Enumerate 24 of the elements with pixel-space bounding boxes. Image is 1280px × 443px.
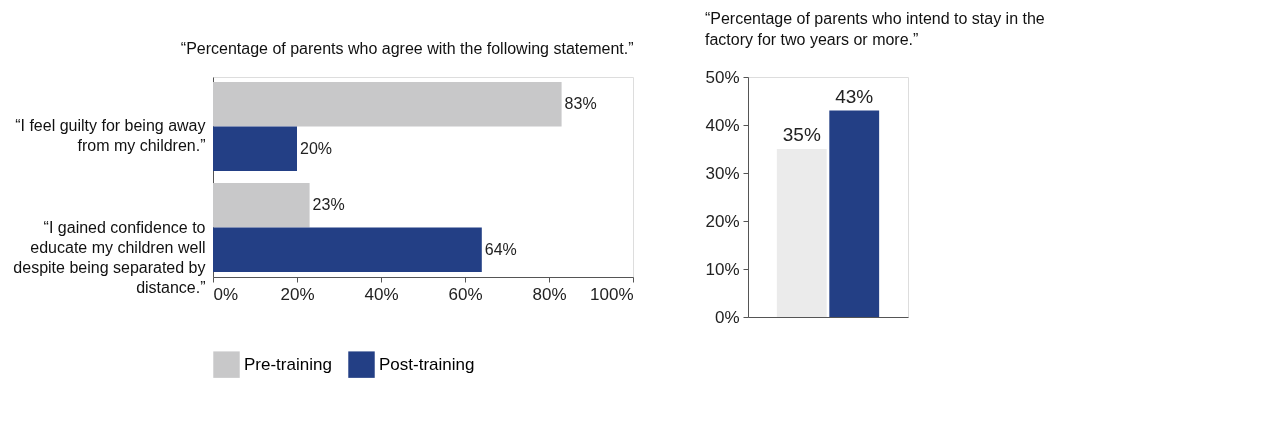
- y-tick-label: 50%: [705, 67, 740, 87]
- data-label: 23%: [312, 196, 345, 214]
- data-label: 83%: [564, 95, 597, 113]
- x-tick-label: 80%: [532, 284, 567, 304]
- y-tick-label: “I gained confidence to educate my children well despite being separated by distance.”: [13, 218, 206, 296]
- legend-label: Post-training: [379, 354, 475, 374]
- chart-title: “Percentage of parents who intend to stay in the factory for two years or more.”: [704, 10, 1045, 48]
- chart-title: “Percentage of parents who agree with the following statement.”: [180, 40, 634, 57]
- data-label: 64%: [484, 240, 517, 258]
- y-tick-label: “I feel guilty for being away from my children.”: [15, 117, 206, 155]
- y-tick-label: 0%: [714, 307, 740, 327]
- x-tick-label: 100%: [590, 284, 634, 304]
- legend-label: Pre-training: [244, 354, 332, 374]
- y-tick-label: 30%: [705, 163, 740, 183]
- y-tick-label: 40%: [705, 115, 740, 135]
- data-label: 43%: [835, 85, 874, 107]
- x-tick-label: 40%: [364, 284, 399, 304]
- x-tick-label: 60%: [448, 284, 483, 304]
- y-tick-label: 20%: [705, 211, 740, 231]
- x-tick-label: 0%: [213, 284, 239, 304]
- x-tick-label: 20%: [280, 284, 315, 304]
- y-tick-label: 10%: [705, 259, 740, 279]
- data-label: 20%: [300, 139, 333, 157]
- data-label: 35%: [782, 124, 821, 145]
